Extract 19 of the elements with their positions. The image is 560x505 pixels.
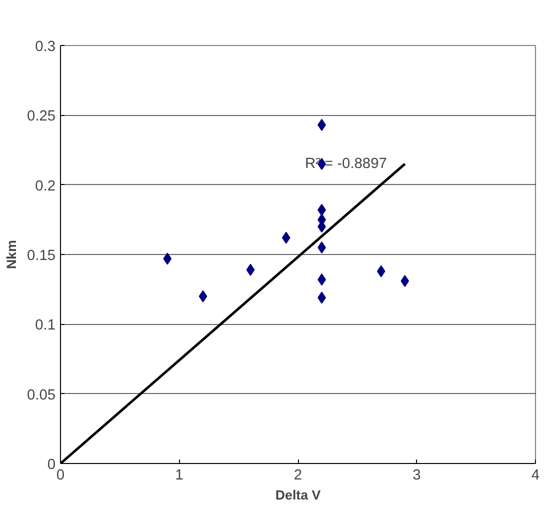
y-tick-label: 0.2 [35, 178, 56, 194]
point [282, 232, 290, 244]
y-tick-label: 0 [47, 457, 56, 473]
point [246, 264, 255, 276]
y-axis-title: Nkm [4, 240, 19, 269]
y-tick-label: 0.25 [26, 108, 56, 125]
y-tick-label: 0.3 [35, 39, 56, 55]
point [400, 274, 410, 287]
point [198, 290, 208, 302]
x-axis-title: Delta V [275, 488, 321, 502]
y-tick-label: 0.05 [26, 387, 56, 404]
point [163, 252, 172, 265]
x-tick-label: 2 [294, 468, 302, 484]
x-tick-label: 3 [412, 468, 421, 484]
x-tick-label: 4 [531, 468, 540, 484]
x-tick-label: 1 [175, 468, 184, 484]
point [376, 265, 386, 278]
y-tick-label: 0.15 [26, 248, 56, 264]
y-tick-label: 0.1 [35, 318, 56, 334]
